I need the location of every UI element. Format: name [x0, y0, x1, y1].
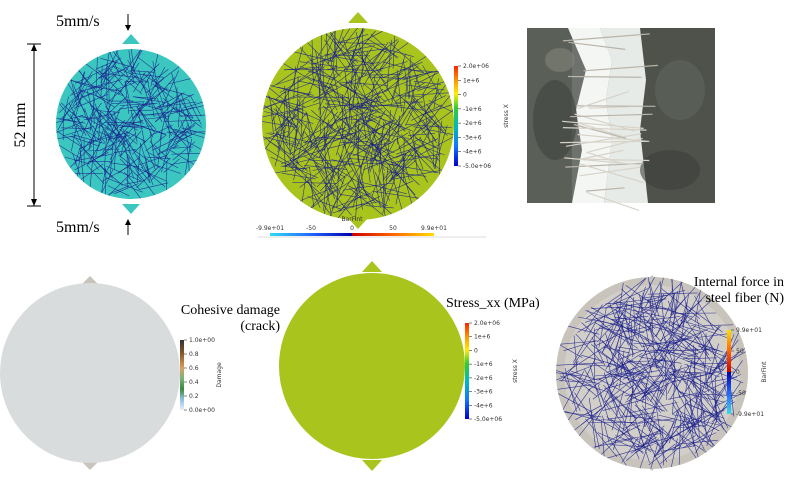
force-v-tick-label: -50 — [736, 390, 746, 397]
damage-caption: Cohesive damage (crack) — [176, 303, 280, 335]
stress-disk — [279, 261, 465, 471]
force-v-tick-label: 0 — [736, 369, 740, 376]
stress-b-tick-label: 1e+6 — [463, 77, 480, 84]
stress-e-tick-label: -2e+6 — [474, 375, 493, 382]
damage-tick-label: 0.8 — [189, 351, 199, 358]
stress-e-tick-label: 0 — [474, 347, 478, 354]
damage-colorbar-title: Damage — [216, 362, 223, 388]
stress-b-tick-label: -1e+6 — [463, 106, 482, 113]
stress-colorbar-title-e: stress X — [512, 359, 519, 383]
stress-colorbar-e: 2.0e+06 1e+6 0 -1e+6 -2e+6 -3e+6 -4e+6 -5.0e+06… — [465, 320, 519, 423]
force-caption-line1: Internal force in — [693, 275, 784, 290]
damage-colorbar: 1.0e+00 0.8 0.6 0.4 0.2 0.0e+00 Damage — [180, 337, 223, 414]
force-v-tick-label: 9.9e+01 — [736, 327, 762, 334]
stress-b-tick-label: 0 — [463, 92, 467, 99]
force-h-tick-label: -50 — [306, 225, 316, 232]
load-arrow-up-icon — [125, 219, 131, 235]
damage-tick-label: 0.6 — [189, 365, 199, 372]
stress-b-tick-label: -5.0e+06 — [463, 163, 491, 170]
fracture-photo — [527, 28, 715, 211]
force-colorbar-title-h: BarFint — [341, 216, 363, 223]
stress-b-tick-label: -3e+6 — [463, 134, 482, 141]
stress-b-tick-label: -2e+6 — [463, 120, 482, 127]
load-arrow-down-icon — [125, 14, 131, 31]
force-h-tick-label: -9.9e+01 — [256, 225, 284, 232]
stress-e-tick-label: -1e+6 — [474, 361, 493, 368]
force-colorbar-horizontal: BarFint -9.9e+01 -50 0 50 9.9e+01 — [256, 216, 486, 238]
stress-e-tick-label: -5.0e+06 — [474, 416, 502, 423]
damage-tick-label: 1.0e+00 — [189, 337, 215, 344]
damage-tick-label: 0.0e+00 — [189, 407, 215, 414]
stress-b-tick-label: -4e+6 — [463, 149, 482, 156]
damage-disk — [0, 276, 180, 470]
damage-tick-label: 0.4 — [189, 379, 199, 386]
damage-caption-line1: Cohesive damage — [180, 303, 280, 318]
force-caption-line2: steel fiber (N) — [705, 291, 784, 306]
stress-e-tick-label: 2.0e+06 — [474, 320, 500, 327]
speed-label-top: 5mm/s — [56, 13, 100, 30]
force-colorbar-vertical: 9.9e+01 50 0 -50 -9.9e+01 BarFint — [727, 327, 768, 418]
force-h-tick-label: 9.9e+01 — [421, 225, 447, 232]
specimen-disk-fibers — [56, 34, 206, 214]
stress-b-tick-label: 2.0e+06 — [463, 63, 489, 70]
stress-colorbar-b: 2.0e+06 1e+6 0 -1e+6 -2e+6 -3e+6 -4e+6 -5.0e+06… — [454, 63, 510, 170]
dimension-label: 52 mm — [12, 102, 29, 148]
force-v-tick-label: -9.9e+01 — [736, 411, 764, 418]
force-h-tick-label: 0 — [350, 225, 354, 232]
force-disk-fibers — [556, 275, 748, 471]
stress-colorbar-title: stress X — [503, 104, 510, 128]
force-v-tick-label: 50 — [736, 348, 744, 355]
stress-e-tick-label: -4e+6 — [474, 402, 493, 409]
stress-e-tick-label: 1e+6 — [474, 334, 491, 341]
damage-tick-label: 0.2 — [189, 393, 199, 400]
stress-e-tick-label: -3e+6 — [474, 389, 493, 396]
force-colorbar-title-v: BarFint — [761, 361, 768, 383]
stress-disk-fibers — [262, 12, 454, 229]
dimension-line — [27, 43, 41, 207]
steel-fibers-b — [262, 28, 454, 220]
force-caption: Internal force in steel fiber (N) — [676, 275, 784, 307]
speed-label-bottom: 5mm/s — [56, 219, 100, 236]
steel-fibers-c — [556, 277, 748, 469]
damage-caption-line2: (crack) — [240, 319, 280, 334]
stress-caption: Stress_xx (MPa) — [446, 296, 540, 311]
force-h-tick-label: 50 — [389, 225, 397, 232]
